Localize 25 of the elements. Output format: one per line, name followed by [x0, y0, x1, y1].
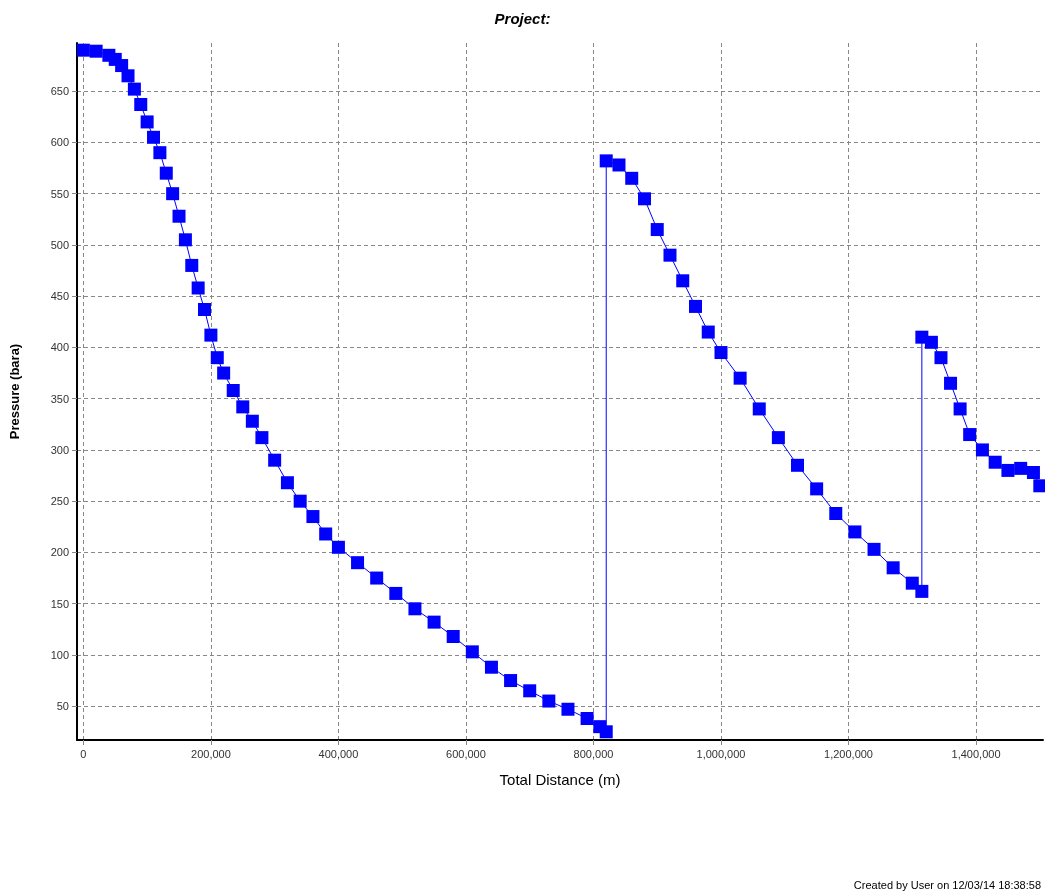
chart-title: Project: [494, 10, 551, 27]
x-tick-label: 200,000 [191, 747, 231, 760]
y-tick-label: 250 [50, 495, 69, 508]
x-tick-label: 1,400,000 [951, 747, 1001, 760]
x-tick-label: 1,200,000 [824, 747, 873, 760]
y-axis-title: Pressure (bara) [7, 343, 22, 440]
y-tick-label: 50 [56, 700, 69, 713]
x-tick-label: 600,000 [446, 747, 486, 760]
x-tick-label: 800,000 [573, 747, 614, 760]
x-tick-label: 1,000,000 [696, 747, 746, 760]
y-tick-label: 600 [50, 136, 69, 149]
y-tick-label: 650 [50, 85, 69, 98]
y-tick-label: 450 [50, 290, 69, 303]
y-tick-label: 400 [50, 341, 69, 354]
y-tick-label: 500 [50, 238, 69, 251]
text: Created by User on 12/03/14 18:38:58 [853, 878, 1042, 891]
x-tick-label: 0 [80, 747, 87, 760]
y-tick-label: 150 [50, 597, 69, 610]
y-tick-label: 100 [50, 648, 69, 661]
y-tick-label: 350 [50, 392, 69, 405]
x-tick-label: 400,000 [318, 747, 359, 760]
y-tick-label: 550 [50, 187, 69, 200]
x-axis-title: Total Distance (m) [499, 771, 621, 788]
y-tick-label: 300 [50, 443, 69, 456]
y-tick-label: 200 [50, 546, 69, 559]
